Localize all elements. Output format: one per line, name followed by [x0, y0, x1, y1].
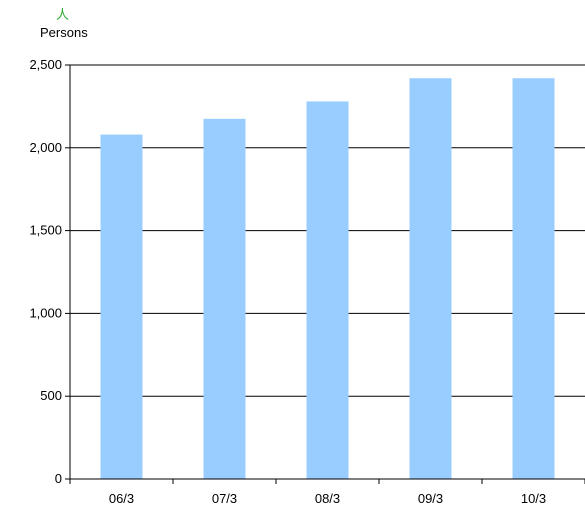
bar [512, 78, 555, 480]
y-tick-label: 0 [55, 471, 62, 486]
bar [306, 101, 349, 479]
x-tick-label: 09/3 [418, 491, 443, 506]
y-axis-unit-label: Persons [40, 25, 88, 40]
bar [100, 134, 143, 479]
unit-symbol: 人 [56, 8, 70, 23]
x-tick-label: 07/3 [212, 491, 237, 506]
y-tick-label: 1,000 [29, 305, 62, 320]
y-tick-label: 1,500 [29, 223, 62, 238]
x-tick-label: 10/3 [521, 491, 546, 506]
bar [203, 118, 246, 479]
y-tick-label: 500 [40, 388, 62, 403]
y-tick-label: 2,500 [29, 57, 62, 72]
x-tick-label: 08/3 [315, 491, 340, 506]
bar [409, 78, 452, 480]
y-tick-label: 2,000 [29, 140, 62, 155]
x-tick-label: 06/3 [109, 491, 134, 506]
